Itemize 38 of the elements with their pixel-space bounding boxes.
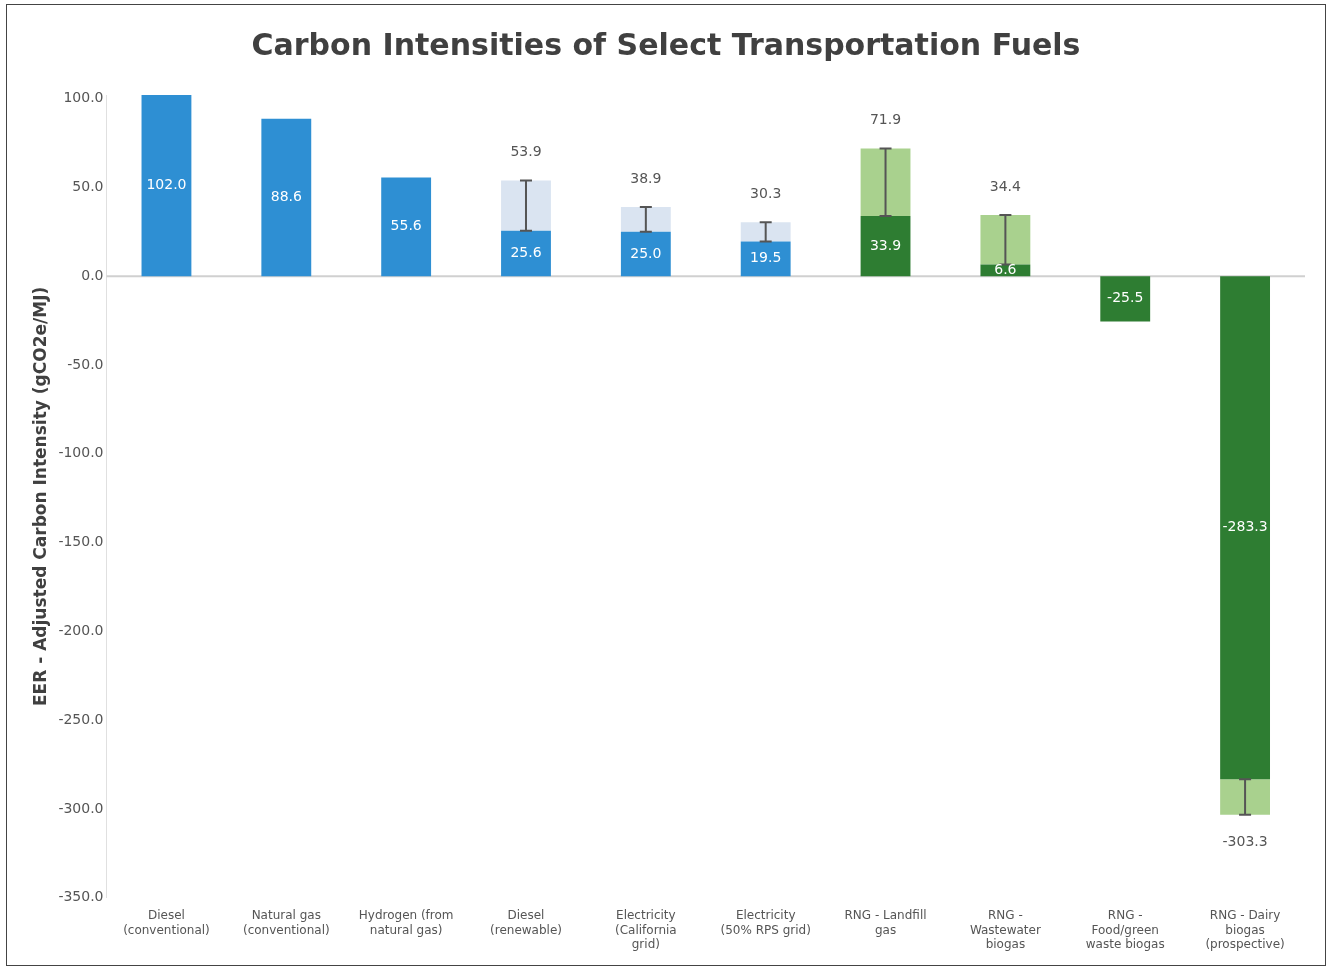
total-label: 38.9 [630,169,662,186]
x-tick-label: Hydrogen (from natural gas) [358,908,454,937]
y-tick-label: -200.0 [58,622,104,639]
data-label: 6.6 [994,260,1017,277]
total-label: 30.3 [750,184,782,201]
x-tick-label: Diesel (conventional) [123,908,210,937]
x-tick-label: RNG - Landfill gas [844,908,927,937]
y-tick-label: -350.0 [58,888,104,905]
total-label: 71.9 [869,111,902,128]
y-tick-label: -150.0 [58,533,104,550]
total-label: 34.4 [989,177,1022,194]
data-label: 25.6 [510,244,542,261]
y-tick-label: -100.0 [58,444,104,461]
y-tick-label: 100.0 [63,89,104,106]
total-label: -303.3 [1222,833,1268,850]
y-tick-label: 50.0 [72,178,104,194]
data-label: 25.0 [630,244,662,261]
data-label: -283.3 [1222,518,1268,535]
x-tick-label: RNG - Wastewater biogas [969,908,1041,951]
x-tick-label: Electricity (California grid) [615,908,677,951]
x-tick-label: RNG - Food/green waste biogas [1085,908,1165,951]
y-tick-label: 0.0 [81,266,104,283]
x-tick-label: Electricity (50% RPS grid) [720,908,811,937]
y-tick-label: -250.0 [58,710,104,727]
chart-title: Carbon Intensities of Select Transportation Fuels [251,26,1081,62]
y-tick-label: -300.0 [58,799,104,816]
x-tick-label: Diesel (renewable) [490,908,562,937]
data-label: 88.6 [270,188,302,205]
data-label: 33.9 [869,236,902,253]
y-tick-label: -50.0 [67,355,104,372]
data-label: -25.5 [1107,289,1144,306]
x-tick-label: Natural gas (conventional) [242,908,330,937]
data-label: 55.6 [390,217,422,234]
data-label: 19.5 [750,249,782,266]
x-tick-label: RNG - Dairy biogas (prospective) [1205,908,1285,951]
y-axis-title: EER - Adjusted Carbon Intensity (gCO2e/MJ) [29,286,50,707]
data-label: 102.0 [146,176,187,193]
total-label: 53.9 [510,143,542,160]
